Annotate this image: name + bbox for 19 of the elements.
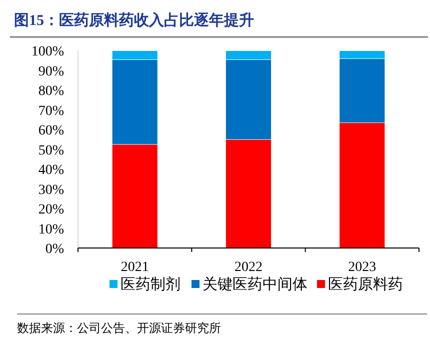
y-tick-label: 60% [38, 124, 64, 139]
y-tick-label: 10% [38, 222, 64, 238]
legend-label: 医药原料药 [328, 276, 403, 293]
y-tick-label: 50% [38, 143, 64, 158]
x-tick-label: 2023 [348, 260, 376, 275]
y-tick-label: 80% [38, 84, 64, 100]
y-tick-label: 30% [38, 182, 64, 198]
x-tick-label: 2021 [120, 260, 149, 275]
y-tick-label: 20% [38, 202, 64, 218]
y-tick-label: 100% [31, 44, 64, 60]
y-tick-label: 40% [38, 163, 64, 178]
source-note: 数据来源：公司公告、开源证券研究所 [17, 321, 221, 335]
y-tick-label: 70% [38, 104, 64, 119]
x-tick-label: 2022 [234, 260, 262, 275]
legend-label: 医药制剂 [120, 276, 180, 293]
legend-label: 关键医药中间体 [202, 276, 308, 293]
title: 图15：医药原料药收入占比逐年提升 [14, 13, 254, 29]
y-tick-label: 90% [38, 64, 64, 80]
y-tick-label: 0% [45, 242, 64, 257]
